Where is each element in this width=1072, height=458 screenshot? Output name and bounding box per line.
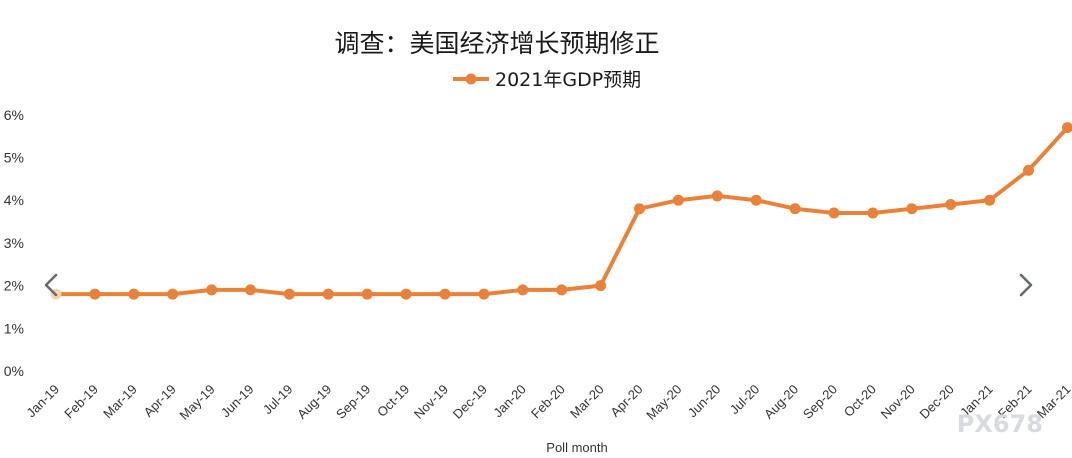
data-point [167,288,179,300]
data-point [634,203,645,215]
y-tick-label: 4% [4,192,24,208]
x-tick-label: Jun-19 [218,382,257,421]
x-tick-label: Jun-20 [685,382,724,421]
x-tick-label: Dec-19 [450,382,490,422]
data-point [439,288,451,300]
x-tick-label: Mar-19 [100,382,140,422]
y-tick-label: 3% [4,235,24,251]
data-point [750,194,762,206]
x-tick-label: Aug-19 [294,382,334,422]
data-point [322,288,334,300]
data-point [245,284,256,296]
y-tick-label: 2% [4,278,24,294]
data-point [478,288,490,300]
x-tick-label: Apr-20 [607,382,645,420]
legend-label: 2021年GDP预期 [495,69,641,91]
x-tick-label: Nov-20 [878,382,918,422]
x-tick-label: Jul-19 [260,382,296,418]
x-tick-label: Oct-19 [374,382,412,420]
y-tick-label: 6% [4,107,24,123]
data-point [206,284,218,296]
x-tick-label: Oct-20 [841,382,879,420]
data-point [556,284,568,296]
y-tick-label: 1% [4,320,24,336]
y-axis-ticks: 0% 1% 2% 3% 4% 5% 6% [4,107,24,379]
chevron-right-icon[interactable] [1010,268,1040,300]
data-point [672,194,684,206]
chevron-left-icon[interactable] [36,268,66,300]
legend: 2021年GDP预期 [453,69,641,91]
x-tick-label: Apr-19 [141,382,179,420]
data-point [789,203,801,215]
watermark: PX678 [957,410,1043,438]
data-point [283,288,295,300]
data-point [828,207,840,219]
x-tick-label: Jan-19 [23,382,62,421]
x-tick-label: May-20 [643,382,684,423]
x-tick-label: Jul-20 [727,382,763,418]
x-tick-label: Mar-20 [567,382,607,422]
data-point [945,198,957,210]
x-axis-label: Poll month [546,440,607,455]
x-tick-label: Nov-19 [411,382,451,422]
data-point [128,288,140,300]
data-point [906,203,918,215]
data-point [867,207,879,219]
y-tick-label: 0% [4,363,24,379]
chart-title: 调查：美国经济增长预期修正 [334,29,659,58]
x-tick-label: Feb-20 [528,382,568,422]
series-layer [50,122,1072,300]
data-point [595,280,607,292]
data-point [1061,122,1072,134]
data-point [984,194,996,206]
data-point [1023,164,1034,176]
x-tick-label: Aug-20 [761,382,801,422]
legend-dot-marker [465,73,477,85]
y-tick-label: 5% [4,150,24,166]
data-point [361,288,373,300]
data-point [89,288,101,300]
x-tick-label: Feb-19 [61,382,101,422]
x-tick-label: Sep-20 [800,382,840,422]
x-tick-label: Jan-20 [490,382,529,421]
x-tick-label: Dec-20 [917,382,957,422]
x-tick-label: May-19 [176,382,217,423]
x-tick-label: Sep-19 [333,382,373,422]
data-point [711,190,723,202]
data-point [400,288,412,300]
data-point [517,284,529,296]
